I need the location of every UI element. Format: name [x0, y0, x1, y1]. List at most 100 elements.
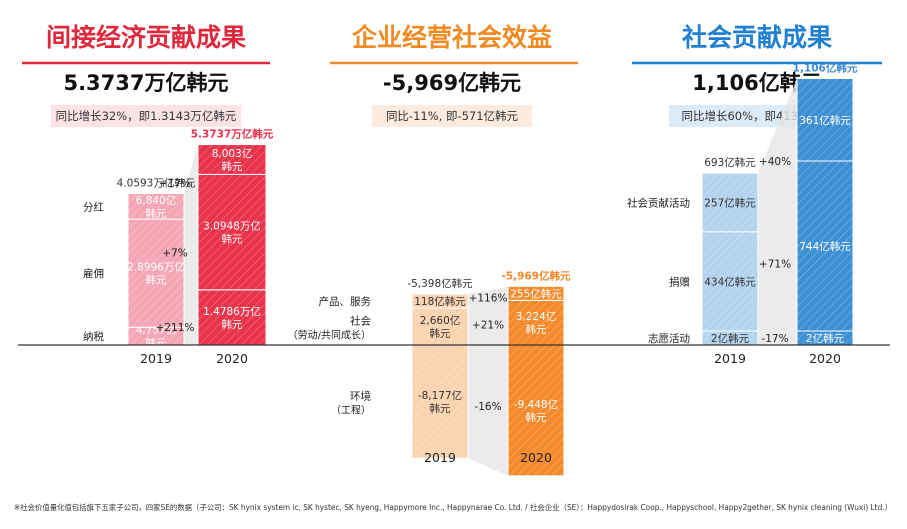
connector-分红	[184, 144, 198, 220]
change-percent: +7%	[162, 248, 187, 260]
bar-hatch	[508, 286, 564, 301]
connector-社会	[468, 300, 508, 345]
subtitle-background	[372, 105, 532, 127]
year-label-2020: 2020	[216, 351, 248, 366]
series-name: 雇佣	[83, 267, 104, 280]
change-percent: +116%	[469, 292, 508, 304]
bar-hatch	[797, 78, 853, 161]
panel-1: 间接经济贡献成果5.3737万亿韩元同比增长32%，即1.3143万亿韩元4,7…	[22, 23, 274, 366]
bar-total-2020: 1,106亿韩元	[793, 62, 858, 75]
bar-label: 韩元	[526, 411, 547, 424]
change-percent: -16%	[474, 401, 501, 413]
panel-total: -5,969亿韩元	[383, 71, 521, 95]
connector-志愿活动	[758, 331, 797, 345]
change-percent: +21%	[472, 320, 504, 332]
series-name: 环境	[350, 390, 371, 403]
footnote: ※社会价值量化值包括旗下五家子公司，四家SE的数据（子公司：SK hynix s…	[14, 502, 892, 512]
bar-hatch	[797, 160, 853, 331]
series-name: 社会贡献活动	[627, 196, 690, 209]
bar-label: 255亿韩元	[510, 287, 562, 300]
year-label-2020: 2020	[809, 351, 841, 366]
series-name: 产品、服务	[319, 295, 372, 308]
panel-3: 社会贡献成果1,106亿韩元同比增长60%，即413亿韩元2亿韩元434亿韩元2…	[627, 23, 882, 366]
bar-hatch	[702, 231, 758, 331]
bar-label: 韩元	[430, 327, 451, 340]
bar-label: 韩元	[526, 323, 547, 336]
series-name: 志愿活动	[648, 332, 690, 345]
bar-hatch	[508, 345, 564, 476]
bar-label: 3,224亿	[516, 310, 557, 323]
bar-hatch	[128, 327, 184, 345]
bar-hatch	[508, 300, 564, 345]
bar-label: 2,660亿	[420, 314, 461, 327]
bar-hatch	[702, 173, 758, 232]
bar-label: 韩元	[222, 160, 243, 173]
change-percent: +17%	[159, 178, 191, 190]
connector-捐赠	[758, 160, 797, 331]
connector-纳税	[184, 289, 198, 345]
bar-label: 361亿韩元	[799, 114, 851, 127]
bar-hatch	[412, 294, 468, 309]
bar-label: 2亿韩元	[806, 332, 845, 345]
bar-hatch	[412, 345, 468, 459]
bar-total-2019: 693亿韩元	[704, 156, 756, 169]
bar-label: 韩元	[222, 318, 243, 331]
bar-total-2019: -5,398亿韩元	[407, 277, 473, 290]
bar-label: 1.4786万亿	[203, 305, 261, 318]
bar-label: 2亿韩元	[711, 332, 750, 345]
bar-total-2020: 5.3737万亿韩元	[191, 128, 274, 141]
bar-hatch	[198, 174, 266, 290]
bar-label: 118亿韩元	[414, 295, 466, 308]
bar-hatch	[128, 219, 184, 328]
change-percent: +71%	[759, 259, 791, 271]
panel-total: 5.3737万亿韩元	[63, 71, 228, 95]
year-label-2019: 2019	[424, 450, 456, 465]
bar-total-2019: 4.0593万亿韩元	[117, 177, 196, 190]
bar-label: 257亿韩元	[704, 196, 756, 209]
bar-label: 744亿韩元	[799, 240, 851, 253]
connector-产品、服务	[468, 286, 508, 309]
bar-label: 韩元	[146, 337, 167, 350]
series-name: 分红	[83, 200, 104, 213]
panel-title: 社会贡献成果	[682, 23, 832, 52]
bar-hatch	[797, 331, 853, 345]
bar-label: 8,003亿	[212, 147, 253, 160]
bar-label: -9,448亿	[514, 398, 558, 411]
panel-title: 间接经济贡献成果	[46, 23, 246, 52]
panel-subtitle: 同比增长32%，即1.3143万亿韩元	[56, 109, 237, 123]
bar-hatch	[128, 193, 184, 220]
connector-社会贡献活动	[758, 78, 797, 232]
bar-hatch	[198, 144, 266, 175]
year-label-2019: 2019	[714, 351, 746, 366]
bar-hatch	[702, 331, 758, 345]
series-name-sub: （劳动/共同成长）	[288, 329, 371, 342]
bar-hatch	[412, 308, 468, 345]
subtitle-background	[51, 105, 241, 127]
bar-label: 6,840亿	[136, 194, 177, 207]
series-name: 纳税	[83, 330, 104, 343]
bar-label: 3.0948万亿	[203, 220, 261, 233]
change-percent: -17%	[761, 333, 788, 345]
series-name: 捐赠	[669, 275, 690, 288]
change-percent: +40%	[759, 156, 791, 168]
bar-label: 韩元	[222, 233, 243, 246]
bar-label: 2.8996万亿	[127, 261, 185, 274]
bar-hatch	[198, 289, 266, 345]
bar-label: -8,177亿	[418, 389, 462, 402]
bar-label: 韩元	[146, 207, 167, 220]
series-name-sub: （工程）	[331, 405, 371, 417]
bar-label: 韩元	[430, 402, 451, 415]
year-label-2020: 2020	[520, 450, 552, 465]
connector-雇佣	[184, 174, 198, 328]
panel-title: 企业经营社会效益	[352, 23, 552, 52]
panel-subtitle: 同比-11%, 即-571亿韩元	[386, 109, 519, 123]
change-percent: +211%	[156, 322, 195, 334]
bar-label: 434亿韩元	[704, 275, 756, 288]
bar-total-2020: -5,969亿韩元	[501, 269, 571, 282]
connector-环境	[468, 345, 508, 476]
year-label-2019: 2019	[140, 351, 172, 366]
bar-label: 韩元	[146, 274, 167, 287]
